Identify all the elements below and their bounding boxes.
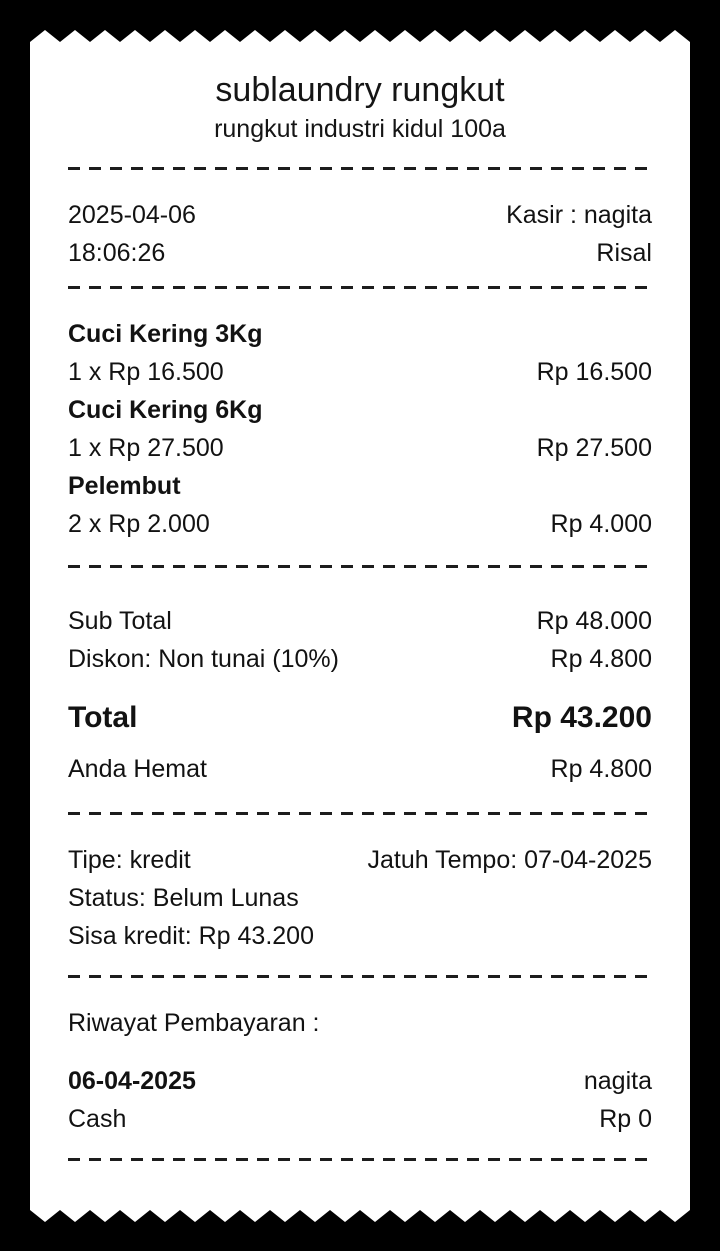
divider: [68, 975, 652, 978]
item-qty-price: 1 x Rp 27.500: [68, 434, 224, 462]
line-item: Pelembut 2 x Rp 2.000 Rp 4.000: [68, 467, 652, 543]
divider: [68, 286, 652, 289]
item-name: Cuci Kering 3Kg: [68, 320, 263, 348]
credit-due-date: Jatuh Tempo: 07-04-2025: [367, 846, 652, 874]
savings-label: Anda Hemat: [68, 755, 207, 783]
item-qty-price: 1 x Rp 16.500: [68, 358, 224, 386]
transaction-meta-row-1: 2025-04-06 Kasir : nagita: [68, 196, 652, 234]
discount-amount: Rp 4.800: [550, 645, 652, 673]
credit-status-row: Status: Belum Lunas: [68, 879, 652, 917]
item-amount: Rp 4.000: [550, 510, 652, 538]
total-label: Total: [68, 701, 138, 734]
divider: [68, 167, 652, 170]
item-detail-row: 1 x Rp 16.500 Rp 16.500: [68, 353, 652, 391]
cashier-name: Kasir : nagita: [506, 201, 652, 229]
receipt: sublaundry rungkut rungkut industri kidu…: [30, 30, 690, 1222]
item-detail-row: 1 x Rp 27.500 Rp 27.500: [68, 429, 652, 467]
payment-history-entry-row-2: Cash Rp 0: [68, 1100, 652, 1138]
item-name: Cuci Kering 6Kg: [68, 396, 263, 424]
receipt-torn-edge-bottom: [30, 1210, 690, 1222]
total-row: Total Rp 43.200: [68, 694, 652, 742]
payment-history-entry-row-1: 06-04-2025 nagita: [68, 1062, 652, 1100]
subtotal-amount: Rp 48.000: [536, 607, 652, 635]
credit-remaining-row: Sisa kredit: Rp 43.200: [68, 917, 652, 955]
item-name: Pelembut: [68, 472, 181, 500]
payment-method: Cash: [68, 1105, 127, 1133]
transaction-time: 18:06:26: [68, 239, 166, 267]
store-address: rungkut industri kidul 100a: [214, 115, 506, 143]
divider: [68, 812, 652, 815]
savings-row: Anda Hemat Rp 4.800: [68, 750, 652, 788]
item-amount: Rp 27.500: [536, 434, 652, 462]
receipt-body: sublaundry rungkut rungkut industri kidu…: [30, 42, 690, 1210]
divider: [68, 565, 652, 568]
store-name: sublaundry rungkut: [215, 71, 505, 109]
payment-amount: Rp 0: [599, 1105, 652, 1133]
credit-status: Status: Belum Lunas: [68, 884, 299, 912]
divider: [68, 1158, 652, 1161]
credit-type: Tipe: kredit: [68, 846, 191, 874]
customer-name: Risal: [596, 239, 652, 267]
discount-row: Diskon: Non tunai (10%) Rp 4.800: [68, 640, 652, 678]
line-item: Cuci Kering 6Kg 1 x Rp 27.500 Rp 27.500: [68, 391, 652, 467]
payment-date: 06-04-2025: [68, 1067, 196, 1095]
credit-type-row: Tipe: kredit Jatuh Tempo: 07-04-2025: [68, 841, 652, 879]
total-amount: Rp 43.200: [511, 701, 652, 734]
item-amount: Rp 16.500: [536, 358, 652, 386]
savings-amount: Rp 4.800: [550, 755, 652, 783]
payment-by: nagita: [583, 1067, 652, 1095]
discount-label: Diskon: Non tunai (10%): [68, 645, 339, 673]
subtotal-row: Sub Total Rp 48.000: [68, 602, 652, 640]
transaction-date: 2025-04-06: [68, 201, 196, 229]
credit-remaining: Sisa kredit: Rp 43.200: [68, 922, 314, 950]
line-item: Cuci Kering 3Kg 1 x Rp 16.500 Rp 16.500: [68, 315, 652, 391]
receipt-torn-edge-top: [30, 30, 690, 42]
item-qty-price: 2 x Rp 2.000: [68, 510, 210, 538]
subtotal-label: Sub Total: [68, 607, 172, 635]
payment-history-title: Riwayat Pembayaran :: [68, 1009, 320, 1037]
item-detail-row: 2 x Rp 2.000 Rp 4.000: [68, 505, 652, 543]
transaction-meta-row-2: 18:06:26 Risal: [68, 234, 652, 272]
